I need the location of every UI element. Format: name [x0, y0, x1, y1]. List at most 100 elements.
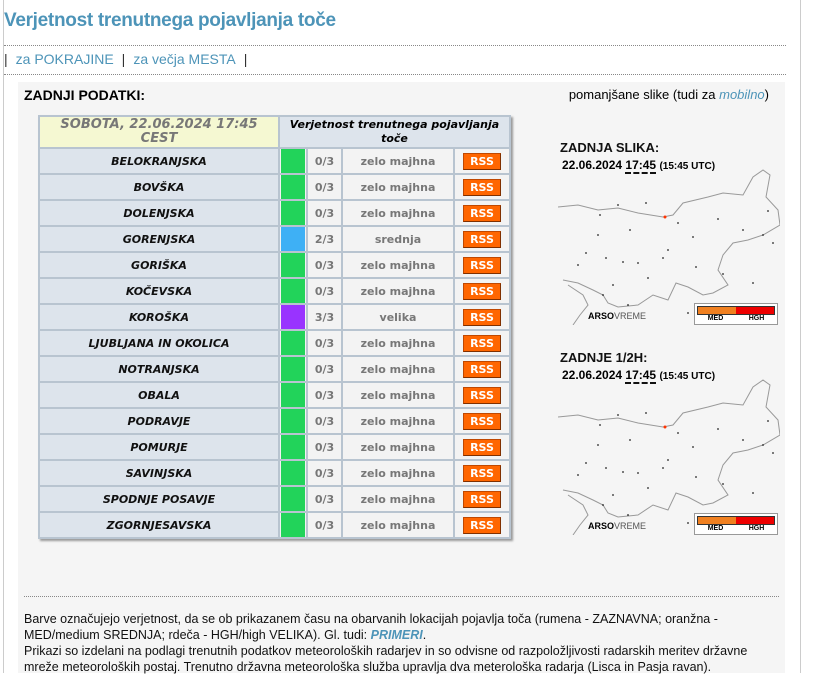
color-cell: [280, 487, 306, 511]
nav-link-pokrajine[interactable]: za POKRAJINE: [15, 51, 114, 67]
color-cell: [280, 149, 306, 173]
station-dot: [645, 202, 647, 204]
station-dot: [597, 234, 599, 236]
region-name: NOTRANJSKA: [40, 357, 278, 381]
probability-color-swatch: [281, 149, 305, 173]
divider: [4, 45, 786, 46]
table-row: BELOKRANJSKA 0/3 zelo majhna RSS: [40, 149, 509, 173]
nav-link-mesta[interactable]: za večja MESTA: [133, 51, 236, 67]
probability-level: srednja: [343, 227, 453, 251]
probability-level: zelo majhna: [343, 201, 453, 225]
table-row: GORIŠKA 0/3 zelo majhna RSS: [40, 253, 509, 277]
probability-score: 0/3: [308, 175, 341, 199]
data-panel: ZADNJI PODATKI: pomanjšane slike (tudi z…: [18, 82, 785, 674]
probability-level: zelo majhna: [343, 409, 453, 433]
panel-heading: ZADNJI PODATKI:: [24, 87, 146, 103]
legend-hgh-label: HGH: [748, 315, 765, 322]
probability-score: 0/3: [308, 409, 341, 433]
table-row: SPODNJE POSAVJE 0/3 zelo majhna RSS: [40, 487, 509, 511]
color-cell: [280, 357, 306, 381]
latest-image[interactable]: ZADNJA SLIKA: 22.06.2024 17:45 (15:45 UT…: [558, 140, 780, 325]
rss-button[interactable]: RSS: [463, 256, 501, 274]
rss-button[interactable]: RSS: [463, 490, 501, 508]
table-row: POMURJE 0/3 zelo majhna RSS: [40, 435, 509, 459]
station-dot: [647, 487, 649, 489]
last-half-hour-image[interactable]: ZADNJE 1/2H: 22.06.2024 17:45 (15:45 UTC…: [558, 350, 780, 535]
rss-button[interactable]: RSS: [463, 178, 501, 196]
rss-cell: RSS: [455, 149, 509, 173]
map-legend: MED HGH: [694, 513, 778, 535]
station-dot: [602, 294, 604, 296]
rss-button[interactable]: RSS: [463, 360, 501, 378]
probability-level: zelo majhna: [343, 513, 453, 537]
probability-score: 3/3: [308, 305, 341, 329]
station-dot: [687, 522, 689, 524]
region-name: SPODNJE POSAVJE: [40, 487, 278, 511]
image-timestamp: 22.06.2024 17:45 (15:45 UTC): [562, 158, 780, 174]
station-dot: [752, 282, 754, 284]
station-dot: [637, 472, 639, 474]
station-dot: [677, 432, 679, 434]
probability-level: zelo majhna: [343, 253, 453, 277]
rss-button[interactable]: RSS: [463, 204, 501, 222]
probability-score: 0/3: [308, 279, 341, 303]
table-row: DOLENJSKA 0/3 zelo majhna RSS: [40, 201, 509, 225]
image-date: 22.06.2024: [562, 368, 623, 382]
region-name: POMURJE: [40, 435, 278, 459]
table-row: BOVŠKA 0/3 zelo majhna RSS: [40, 175, 509, 199]
slovenia-map: [558, 379, 780, 535]
rss-button[interactable]: RSS: [463, 152, 501, 170]
station-dot: [637, 262, 639, 264]
station-dot: [627, 514, 629, 516]
rss-button[interactable]: RSS: [463, 516, 501, 534]
border-outline: [558, 379, 780, 518]
station-dot: [692, 236, 694, 238]
rss-cell: RSS: [455, 383, 509, 407]
rss-button[interactable]: RSS: [463, 438, 501, 456]
coast-outline: [567, 494, 589, 535]
probability-color-swatch: [281, 253, 305, 277]
probability-score: 0/3: [308, 253, 341, 277]
rss-button[interactable]: RSS: [463, 334, 501, 352]
rss-button[interactable]: RSS: [463, 412, 501, 430]
color-cell: [280, 201, 306, 225]
probability-level: zelo majhna: [343, 279, 453, 303]
region-name: PODRAVJE: [40, 409, 278, 433]
probability-score: 0/3: [308, 435, 341, 459]
probability-level: zelo majhna: [343, 149, 453, 173]
station-dot: [599, 214, 601, 216]
probability-color-swatch: [281, 513, 305, 537]
probability-header: Verjetnost trenutnega pojavljanja toče: [280, 117, 509, 147]
station-dot: [622, 261, 624, 263]
rss-button[interactable]: RSS: [463, 230, 501, 248]
rss-button[interactable]: RSS: [463, 386, 501, 404]
station-dot: [577, 264, 579, 266]
rss-button[interactable]: RSS: [463, 464, 501, 482]
arso-logo: ARSOVREME: [588, 311, 647, 321]
probability-score: 0/3: [308, 383, 341, 407]
color-cell: [280, 227, 306, 251]
probability-color-swatch: [281, 487, 305, 511]
legend-med-swatch: [698, 307, 736, 314]
probability-score: 0/3: [308, 487, 341, 511]
region-name: DOLENJSKA: [40, 201, 278, 225]
probability-color-swatch: [281, 435, 305, 459]
arso-logo: ARSOVREME: [588, 521, 647, 531]
probability-score: 0/3: [308, 513, 341, 537]
image-utc: (15:45 UTC): [659, 161, 716, 172]
station-dot: [647, 277, 649, 279]
rss-button[interactable]: RSS: [463, 282, 501, 300]
rss-button[interactable]: RSS: [463, 308, 501, 326]
probability-color-swatch: [281, 175, 305, 199]
station-dot: [577, 474, 579, 476]
table-row: LJUBLJANA IN OKOLICA 0/3 zelo majhna RSS: [40, 331, 509, 355]
examples-link[interactable]: PRIMERI: [370, 628, 423, 642]
station-dot: [645, 412, 647, 414]
reduced-images-note: pomanjšane slike (tudi za mobilno): [569, 87, 769, 102]
rss-cell: RSS: [455, 175, 509, 199]
station-dot: [629, 229, 631, 231]
color-cell: [280, 513, 306, 537]
probability-color-swatch: [281, 279, 305, 303]
mobile-link[interactable]: mobilno: [719, 87, 765, 102]
station-dot: [617, 204, 619, 206]
